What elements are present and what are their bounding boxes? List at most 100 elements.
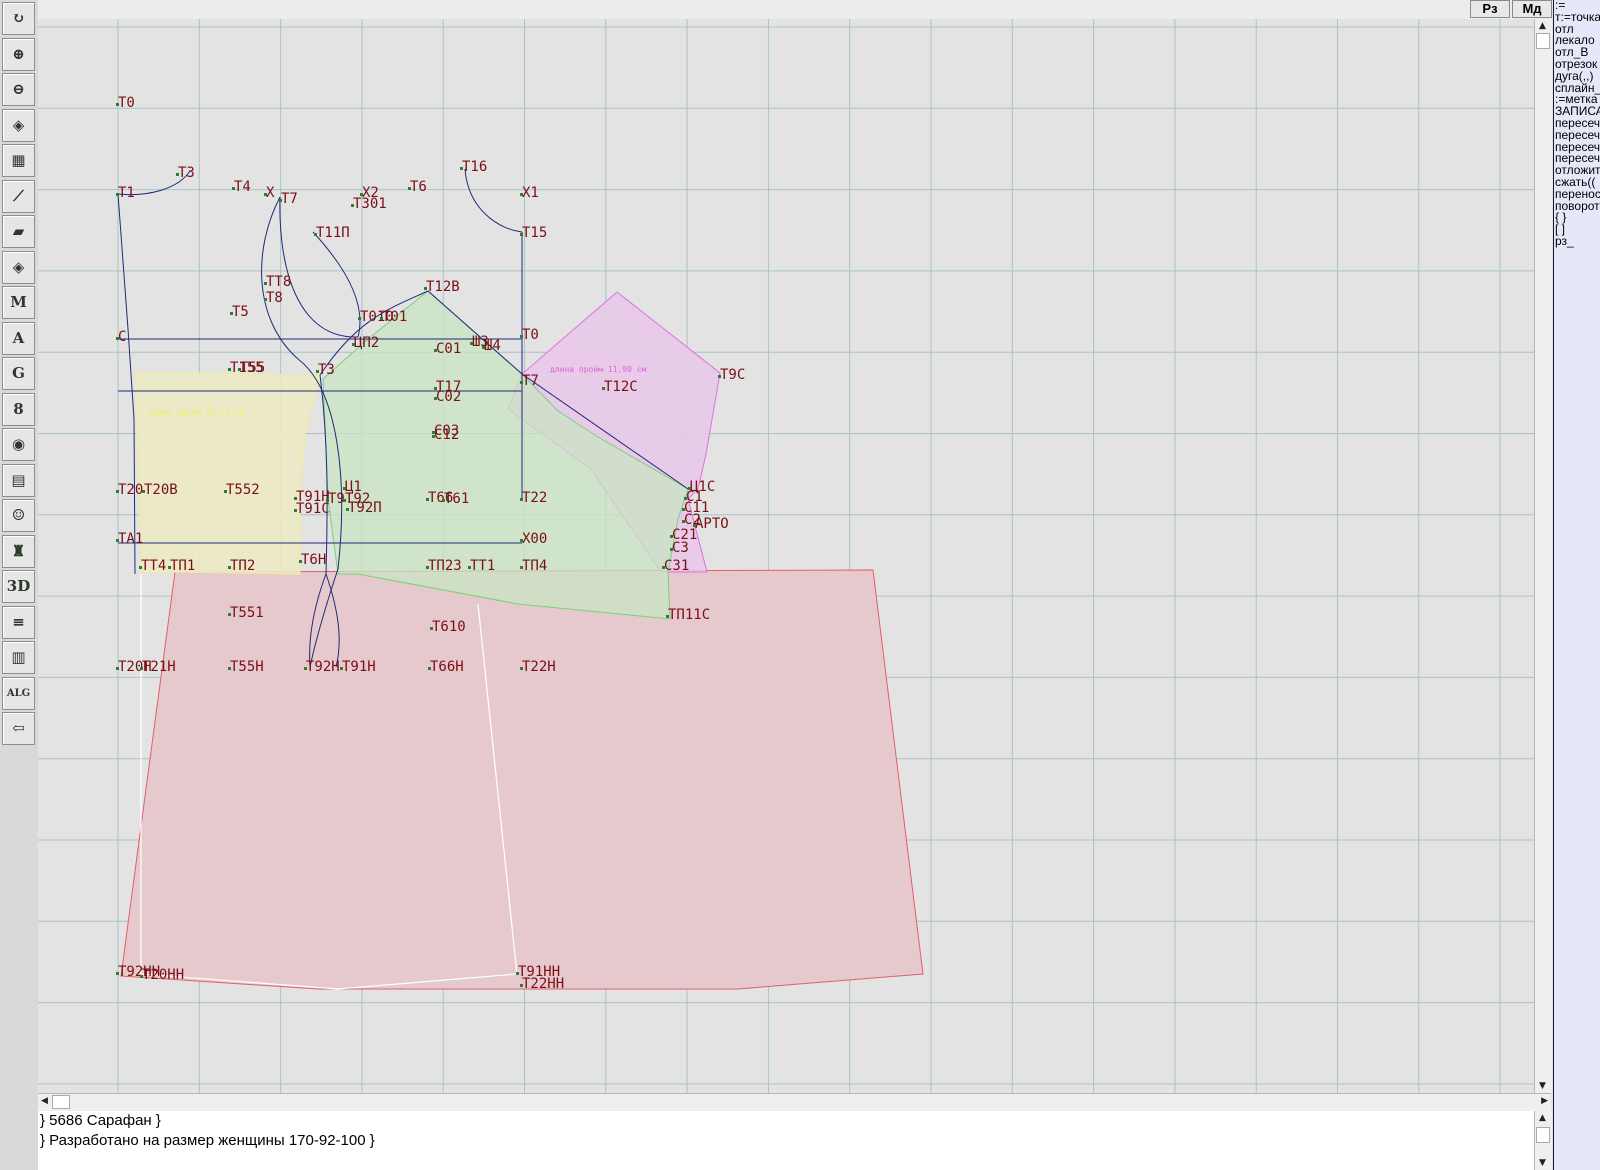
point-marker[interactable] bbox=[139, 566, 142, 569]
point-marker[interactable] bbox=[294, 509, 297, 512]
point-marker[interactable] bbox=[228, 613, 231, 616]
skirt-panel[interactable] bbox=[120, 569, 924, 990]
point-marker[interactable] bbox=[116, 972, 119, 975]
point-marker[interactable] bbox=[428, 667, 431, 670]
point-marker[interactable] bbox=[442, 499, 445, 502]
refresh-icon[interactable]: ↻ bbox=[2, 2, 35, 35]
point-marker[interactable] bbox=[340, 667, 343, 670]
exit-icon[interactable]: ⇦ bbox=[2, 712, 35, 745]
point-marker[interactable] bbox=[693, 524, 696, 527]
point-marker[interactable] bbox=[684, 497, 687, 500]
command-item[interactable]: пересеч bbox=[1555, 151, 1600, 166]
point-marker[interactable] bbox=[520, 539, 523, 542]
hscroll-thumb[interactable] bbox=[52, 1095, 70, 1109]
command-item[interactable]: ЗАПИСА bbox=[1555, 104, 1600, 119]
point-marker[interactable] bbox=[520, 381, 523, 384]
avatar-icon[interactable]: ☺ bbox=[2, 499, 35, 532]
point-marker[interactable] bbox=[520, 984, 523, 987]
point-marker[interactable] bbox=[316, 370, 319, 373]
back-bodice[interactable] bbox=[134, 371, 321, 575]
point-marker[interactable] bbox=[299, 560, 302, 563]
point-marker[interactable] bbox=[228, 667, 231, 670]
point-marker[interactable] bbox=[304, 667, 307, 670]
line-tool-icon[interactable]: ⟋ bbox=[2, 179, 35, 213]
point-marker[interactable] bbox=[424, 287, 427, 290]
zoom-out-icon[interactable]: ⊖ bbox=[2, 73, 35, 106]
scroll-down-icon[interactable]: ▼ bbox=[1539, 1081, 1546, 1091]
point-marker[interactable] bbox=[264, 193, 267, 196]
command-item[interactable]: рз_ bbox=[1555, 233, 1574, 248]
point-marker[interactable] bbox=[168, 566, 171, 569]
layers-stack-icon[interactable]: ▥ bbox=[2, 641, 35, 674]
point-marker[interactable] bbox=[230, 312, 233, 315]
point-marker[interactable] bbox=[224, 490, 227, 493]
point-marker[interactable] bbox=[682, 520, 685, 523]
point-marker[interactable] bbox=[434, 397, 437, 400]
compass-icon[interactable]: A bbox=[2, 321, 35, 355]
point-marker[interactable] bbox=[228, 566, 231, 569]
command-item[interactable]: отл_В bbox=[1555, 45, 1589, 60]
pattern-icon[interactable]: ◈ bbox=[2, 108, 35, 142]
scroll-right-icon[interactable]: ▶ bbox=[1541, 1096, 1548, 1106]
point-marker[interactable] bbox=[670, 548, 673, 551]
grid-icon[interactable]: ▦ bbox=[2, 144, 35, 177]
command-item[interactable]: пересеч bbox=[1555, 139, 1600, 154]
point-marker[interactable] bbox=[228, 368, 231, 371]
layer-icon[interactable]: ▰ bbox=[2, 215, 35, 248]
command-item[interactable]: отл bbox=[1555, 21, 1574, 36]
ruler-icon[interactable]: 8 bbox=[2, 392, 35, 426]
pattern-edit-icon[interactable]: ◈ bbox=[2, 250, 35, 284]
point-marker[interactable] bbox=[666, 615, 669, 618]
drawing-canvas[interactable]: длина пройм 11,90 см длина пройм 40,15 с… bbox=[38, 19, 1534, 1093]
point-marker[interactable] bbox=[520, 667, 523, 670]
point-marker[interactable] bbox=[140, 667, 143, 670]
point-marker[interactable] bbox=[470, 342, 473, 345]
point-marker[interactable] bbox=[682, 508, 685, 511]
point-marker[interactable] bbox=[326, 499, 329, 502]
point-marker[interactable] bbox=[343, 499, 346, 502]
command-item[interactable]: лекало bbox=[1555, 33, 1595, 48]
command-item[interactable]: пересеч bbox=[1555, 127, 1600, 142]
vertical-scrollbar[interactable]: ▲ ▼ bbox=[1534, 19, 1552, 1093]
point-marker[interactable] bbox=[360, 193, 363, 196]
command-item[interactable]: отрезок bbox=[1555, 56, 1598, 71]
point-marker[interactable] bbox=[670, 535, 673, 538]
point-marker[interactable] bbox=[432, 435, 435, 438]
command-item[interactable]: := bbox=[1555, 0, 1566, 12]
point-marker[interactable] bbox=[520, 498, 523, 501]
point-marker[interactable] bbox=[232, 187, 235, 190]
command-item[interactable]: сплайн_ bbox=[1555, 80, 1600, 95]
point-marker[interactable] bbox=[434, 387, 437, 390]
measure-m-icon[interactable]: M bbox=[2, 286, 35, 319]
console-output[interactable]: } 5686 Сарафан } } Разработано на размер… bbox=[38, 1111, 1534, 1170]
point-marker[interactable] bbox=[460, 167, 463, 170]
point-marker[interactable] bbox=[279, 199, 282, 202]
point-marker[interactable] bbox=[408, 187, 411, 190]
command-item[interactable]: [ ] bbox=[1555, 222, 1566, 237]
zoom-in-icon[interactable]: ⊕ bbox=[2, 37, 35, 71]
point-marker[interactable] bbox=[116, 667, 119, 670]
point-marker[interactable] bbox=[482, 346, 485, 349]
point-marker[interactable] bbox=[432, 431, 435, 434]
point-marker[interactable] bbox=[718, 375, 721, 378]
pattern-drawing[interactable]: длина пройм 11,90 см длина пройм 40,15 с… bbox=[38, 19, 1534, 1093]
point-marker[interactable] bbox=[142, 490, 145, 493]
command-item[interactable]: { } bbox=[1555, 210, 1567, 225]
point-marker[interactable] bbox=[688, 487, 691, 490]
point-marker[interactable] bbox=[430, 627, 433, 630]
alg-icon[interactable]: ALG bbox=[2, 676, 35, 710]
table-icon[interactable]: ▤ bbox=[2, 463, 35, 497]
command-item[interactable]: дуга(,,) bbox=[1555, 68, 1594, 83]
console-scroll-up-icon[interactable]: ▲ bbox=[1539, 1113, 1546, 1123]
command-item[interactable]: отложит bbox=[1555, 163, 1600, 178]
point-marker[interactable] bbox=[314, 233, 317, 236]
jacket-icon[interactable]: ♜ bbox=[2, 534, 35, 568]
command-item[interactable]: сжать(( bbox=[1555, 174, 1596, 189]
horizontal-scrollbar[interactable]: ◀ ▶ bbox=[38, 1093, 1551, 1111]
camera-icon[interactable]: ◉ bbox=[2, 428, 35, 461]
point-marker[interactable] bbox=[516, 972, 519, 975]
point-marker[interactable] bbox=[346, 508, 349, 511]
command-item[interactable]: т:=точка bbox=[1555, 9, 1600, 24]
point-marker[interactable] bbox=[468, 566, 471, 569]
point-marker[interactable] bbox=[520, 193, 523, 196]
